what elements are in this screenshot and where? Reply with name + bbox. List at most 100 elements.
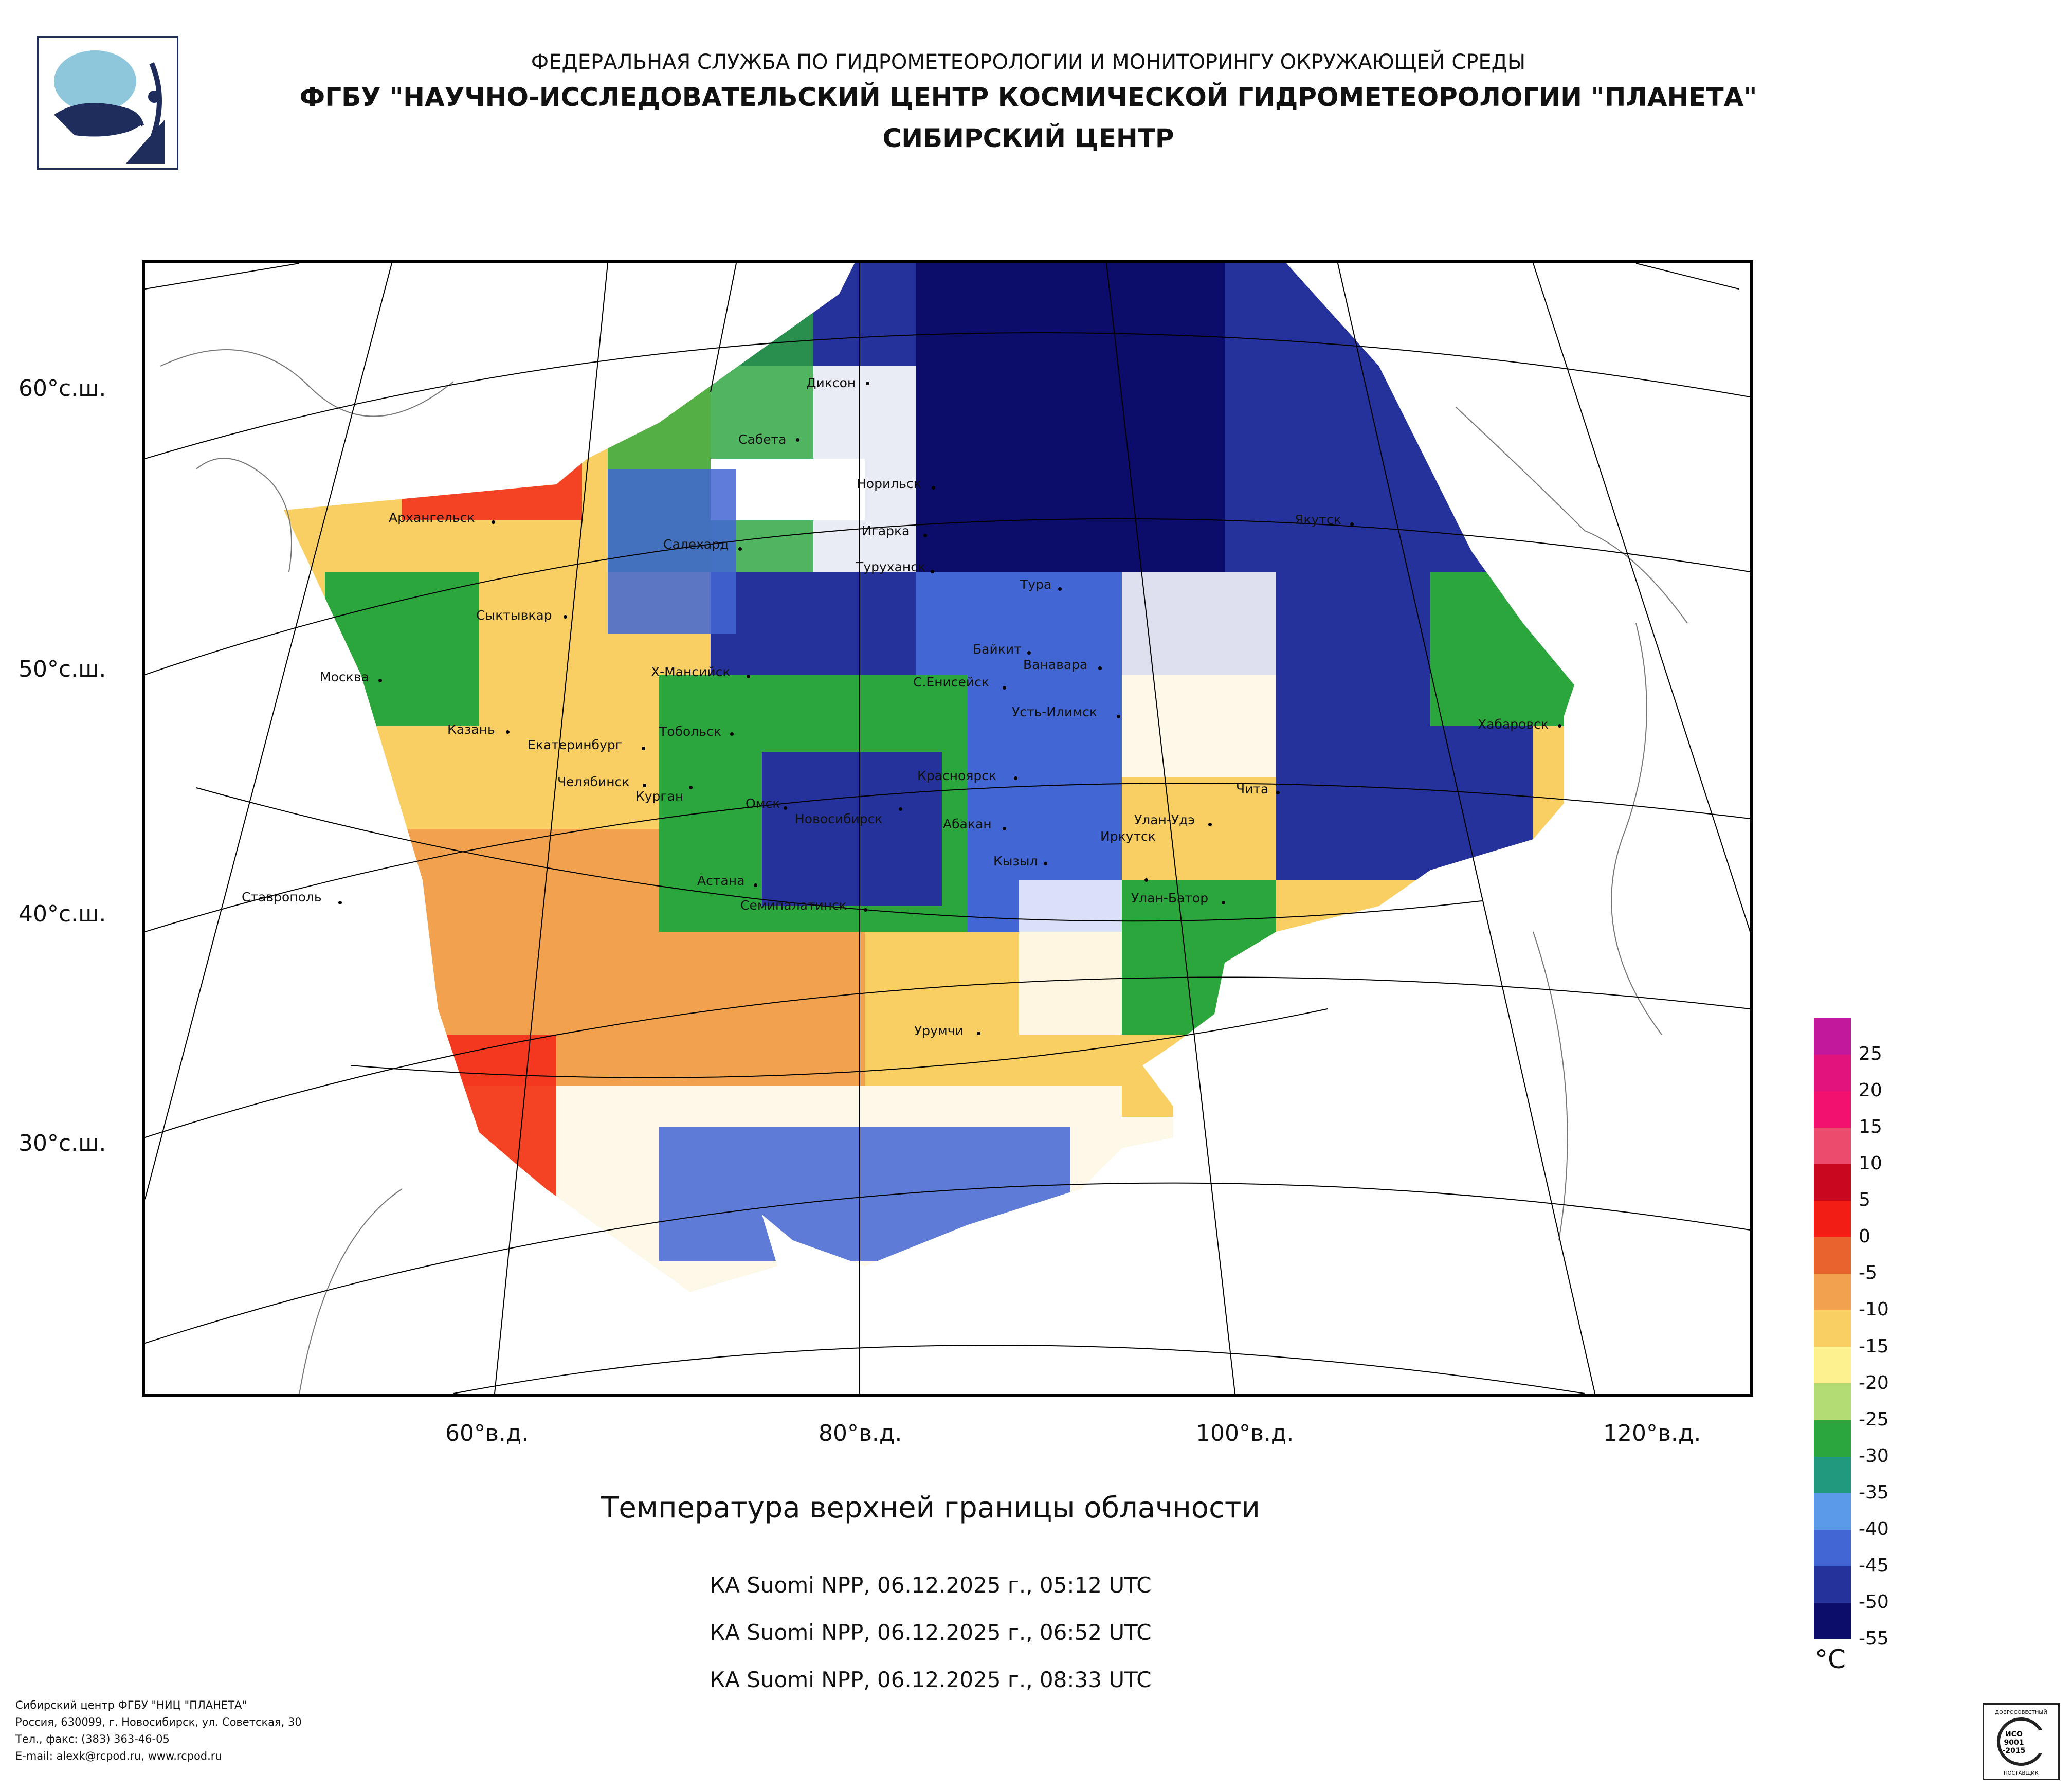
satellite-pass-2: КА Suomi NPP, 06.12.2025 г., 06:52 UTC	[710, 1620, 1152, 1645]
legend-swatch	[1814, 1091, 1851, 1128]
city-dot	[796, 438, 799, 442]
lat-label-40: 40°с.ш.	[19, 901, 106, 927]
city-dot	[864, 908, 867, 912]
legend-label: 15	[1859, 1116, 1882, 1138]
legend-swatch	[1814, 1164, 1851, 1201]
city-dot	[747, 675, 750, 678]
city-dot	[1144, 878, 1148, 882]
city-label-kyzyl: Кызыл	[993, 854, 1038, 869]
legend-label: -20	[1859, 1372, 1889, 1394]
iso-badge-iso: ИСО	[2005, 1730, 2023, 1739]
city-label-omsk: Омск	[746, 796, 780, 811]
iso-badge-2015: -2015	[2003, 1747, 2026, 1755]
satellite-pass-1: КА Suomi NPP, 06.12.2025 г., 05:12 UTC	[710, 1572, 1152, 1598]
institute-name: ФГБУ "НАУЧНО-ИССЛЕДОВАТЕЛЬСКИЙ ЦЕНТР КОС…	[299, 82, 1757, 112]
city-label-yakutsk: Якутск	[1295, 512, 1341, 527]
iso-badge-bottom: ПОСТАВЩИК	[2004, 1770, 2039, 1776]
legend-swatch	[1814, 1347, 1851, 1384]
legend-swatch	[1814, 1310, 1851, 1347]
city-label-salekhard: Салехард	[663, 537, 729, 552]
footer-address: Россия, 630099, г. Новосибирск, ул. Сове…	[15, 1716, 302, 1728]
footer-org: Сибирский центр ФГБУ "НИЦ "ПЛАНЕТА"	[15, 1699, 247, 1711]
city-dot	[689, 786, 693, 789]
contact-footer: Сибирский центр ФГБУ "НИЦ "ПЛАНЕТА" Росс…	[15, 1697, 302, 1765]
footer-phone: Тел., факс: (383) 363-46-05	[15, 1733, 170, 1745]
legend-swatch	[1814, 1529, 1851, 1566]
city-label-tobolsk: Тобольск	[659, 724, 721, 739]
legend-label: -55	[1859, 1628, 1889, 1649]
satellite-pass-3: КА Suomi NPP, 06.12.2025 г., 08:33 UTC	[710, 1667, 1152, 1692]
city-dot	[1558, 724, 1561, 728]
city-dot	[1208, 823, 1212, 826]
city-dot	[642, 747, 645, 750]
city-dot	[866, 382, 869, 385]
iso-badge-top: ДОБРОСОВЕСТНЫЙ	[1995, 1709, 2047, 1715]
lon-label-100: 100°в.д.	[1196, 1420, 1294, 1446]
city-dot	[492, 520, 495, 524]
city-label-stavropol: Ставрополь	[242, 890, 322, 904]
city-label-abakan: Абакан	[943, 817, 992, 831]
city-label-moscow: Москва	[320, 670, 369, 684]
city-label-urumqi: Урумчи	[914, 1023, 964, 1038]
city-dot	[1098, 666, 1102, 670]
city-dot	[754, 883, 757, 887]
city-label-turukhansk: Туруханск	[856, 559, 926, 574]
city-label-ekaterinburg: Екатеринбург	[528, 737, 622, 752]
iso-badge-9001: 9001	[2004, 1739, 2024, 1747]
city-label-norilsk: Норильск	[857, 476, 921, 491]
city-dot	[899, 807, 902, 811]
legend-swatch	[1814, 1420, 1851, 1457]
city-label-astana: Астана	[697, 873, 745, 888]
legend-label: -35	[1859, 1481, 1889, 1503]
city-dot	[1014, 776, 1017, 780]
legend-swatch	[1814, 1201, 1851, 1238]
city-label-baykit: Байкит	[973, 642, 1022, 657]
city-dot	[1003, 827, 1006, 830]
legend-swatch	[1814, 1237, 1851, 1274]
city-label-vanavara: Ванавара	[1023, 657, 1088, 672]
city-label-s-eniseysk: С.Енисейск	[913, 675, 990, 690]
legend-label: 5	[1859, 1189, 1870, 1211]
legend-label: -10	[1859, 1299, 1889, 1320]
legend-swatch	[1814, 1055, 1851, 1092]
legend-swatch	[1814, 1456, 1851, 1493]
legend-label: 20	[1859, 1080, 1882, 1101]
lon-label-120: 120°в.д.	[1603, 1420, 1701, 1446]
legend-swatch	[1814, 1274, 1851, 1311]
city-dot	[378, 679, 382, 682]
city-label-dikson: Диксон	[806, 375, 856, 390]
city-label-kazan: Казань	[447, 722, 495, 737]
city-label-syktyvkar: Сыктывкар	[476, 608, 552, 623]
city-dot	[1044, 862, 1047, 865]
city-dot	[338, 901, 342, 904]
legend-label: -30	[1859, 1445, 1889, 1467]
city-label-ust-ilimsk: Усть-Илимск	[1012, 704, 1097, 719]
city-label-kurgan: Курган	[635, 789, 684, 804]
city-dot	[1058, 587, 1062, 591]
city-dot	[506, 730, 510, 734]
city-label-arkhangelsk: Архангельск	[389, 510, 475, 525]
center-name: СИБИРСКИЙ ЦЕНТР	[882, 123, 1174, 153]
city-label-chita: Чита	[1236, 782, 1269, 797]
legend-label: -45	[1859, 1554, 1889, 1576]
iso-9001-badge: ДОБРОСОВЕСТНЫЙ ИСО 9001 -2015 ПОСТАВЩИК	[1983, 1703, 2060, 1780]
city-dot	[784, 806, 787, 810]
legend-swatch	[1814, 1602, 1851, 1639]
city-dot	[738, 547, 742, 551]
city-label-irkutsk: Иркутск	[1100, 829, 1156, 844]
city-label-krasnoyarsk: Красноярск	[917, 768, 997, 783]
legend-label: -40	[1859, 1518, 1889, 1540]
planeta-logo	[37, 36, 178, 170]
city-dot	[1222, 901, 1225, 904]
legend-swatch	[1814, 1383, 1851, 1420]
city-label-semipalatinsk: Семипалатинск	[740, 898, 847, 913]
city-dot	[931, 570, 934, 573]
lat-label-30: 30°с.ш.	[19, 1130, 106, 1156]
city-dot	[643, 784, 646, 787]
lat-label-50: 50°с.ш.	[19, 656, 106, 682]
city-label-kh-mansiysk: Х-Мансийск	[651, 664, 731, 679]
city-dot	[1027, 651, 1031, 655]
legend-unit: °C	[1815, 1644, 1846, 1674]
legend-label: 10	[1859, 1153, 1882, 1174]
legend-swatch	[1814, 1128, 1851, 1165]
